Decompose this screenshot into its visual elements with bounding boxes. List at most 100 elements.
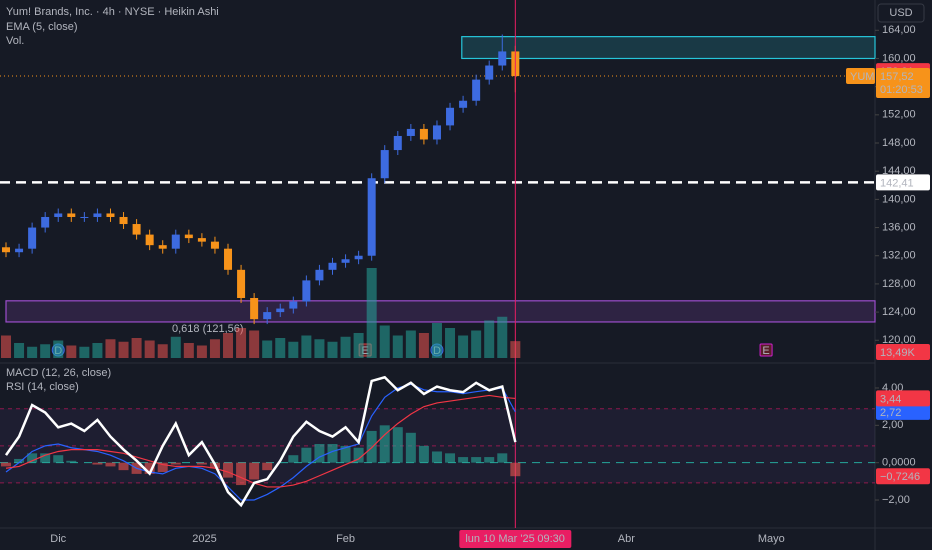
candle-body xyxy=(459,100,468,108)
histogram-bar xyxy=(105,462,116,467)
histogram-bar xyxy=(223,462,234,478)
histogram-bar xyxy=(92,462,103,465)
candle-body xyxy=(41,216,50,228)
candle-body xyxy=(263,312,272,320)
histogram-bar xyxy=(471,457,482,463)
histogram-bar xyxy=(196,462,207,465)
histogram-bar xyxy=(66,460,77,463)
volume-bar xyxy=(262,340,273,358)
histogram-bar xyxy=(445,453,456,463)
currency[interactable]: USD xyxy=(889,7,912,19)
candle-body xyxy=(171,234,180,249)
level-price-bg xyxy=(876,174,930,191)
candle-body xyxy=(15,248,24,253)
x-tick-label: 2025 xyxy=(192,533,216,545)
currency-box[interactable] xyxy=(877,3,925,23)
indicator-label: MACD (12, 26, close) xyxy=(6,367,111,379)
event-label: E xyxy=(762,345,769,357)
candle-body xyxy=(419,128,428,140)
candle-body xyxy=(80,216,89,218)
volume-bar xyxy=(170,336,181,358)
candle-body xyxy=(485,65,494,80)
candle-body xyxy=(432,125,441,140)
histogram-bar xyxy=(144,462,155,474)
y-tick-label: 124,00 xyxy=(882,306,916,318)
indicator-label: EMA (5, close) xyxy=(6,21,78,33)
series-line xyxy=(4,375,517,508)
level-price: 142,41 xyxy=(880,177,914,189)
histogram-bar xyxy=(236,462,247,486)
volume-bar xyxy=(53,340,64,358)
histogram-bar xyxy=(53,455,64,463)
volume-bar xyxy=(66,345,77,358)
candle-body xyxy=(106,213,115,217)
candle-body xyxy=(224,248,233,270)
volume-bar xyxy=(353,333,364,358)
volume-bar xyxy=(445,328,456,358)
x-tick-label: Dic xyxy=(50,533,66,545)
candle-body xyxy=(184,234,193,239)
volume-bar xyxy=(92,343,103,358)
y-tick-label: 136,00 xyxy=(882,221,916,233)
candle-body xyxy=(210,241,219,249)
volume-bar xyxy=(14,343,25,358)
volume-bar xyxy=(183,343,194,358)
volume-bar xyxy=(118,341,129,358)
x-tick-label: Abr xyxy=(618,533,635,545)
candle-body xyxy=(54,213,63,217)
volume-bar xyxy=(79,346,90,358)
volume-bar xyxy=(288,341,299,358)
candle-body xyxy=(276,308,285,313)
y-tick-label: 120,00 xyxy=(882,334,916,346)
series-line xyxy=(5,394,516,488)
histogram-bar xyxy=(170,462,181,465)
y-tick-label: 2,00 xyxy=(882,419,903,431)
volume-bar xyxy=(431,323,442,358)
candle-body xyxy=(498,51,507,66)
zone xyxy=(461,36,876,60)
volume-bar xyxy=(405,330,416,358)
histogram-bar xyxy=(497,453,508,463)
volume-bar xyxy=(196,345,207,358)
last-price-bg xyxy=(876,67,930,98)
zone xyxy=(5,300,876,323)
histogram-bar xyxy=(418,445,429,463)
histogram-last: −0,7246 xyxy=(880,471,920,483)
y-tick-label: 160,00 xyxy=(882,52,916,64)
histogram-bar xyxy=(249,462,260,480)
candle-body xyxy=(250,298,259,320)
indicator-label: Vol. xyxy=(6,35,24,47)
volume-bar xyxy=(105,339,116,358)
y-tick-label: 140,00 xyxy=(882,193,916,205)
y-tick-label: 128,00 xyxy=(882,278,916,290)
candle-body xyxy=(341,259,350,263)
histogram-bar xyxy=(392,427,403,463)
candle-body xyxy=(393,135,402,151)
histogram-bar xyxy=(484,457,495,463)
histogram-bar xyxy=(340,445,351,463)
series-last: 3,44 xyxy=(880,393,901,405)
histogram-bar xyxy=(458,457,469,463)
volume-bar xyxy=(327,341,338,358)
y-tick-label: 148,00 xyxy=(882,137,916,149)
histogram-bar xyxy=(262,462,273,471)
volume-bar xyxy=(223,333,234,358)
candle-body xyxy=(380,150,389,179)
symbol: YUM xyxy=(850,71,874,83)
histogram-bar xyxy=(27,453,38,463)
histogram-bar xyxy=(379,425,390,463)
candle-body xyxy=(446,107,455,126)
series-last: 2,72 xyxy=(880,407,901,419)
y-tick-label: 132,00 xyxy=(882,250,916,262)
fib-label: 0,618 (121,56) xyxy=(172,323,244,335)
volume-bar xyxy=(301,335,312,358)
histogram-bar xyxy=(301,447,312,463)
volume-bar xyxy=(418,333,429,358)
candle-body xyxy=(28,227,37,249)
y-tick-label: 0,0000 xyxy=(882,457,916,469)
y-tick-label: 164,00 xyxy=(882,24,916,36)
crosshair-time: 09:30 xyxy=(537,533,565,545)
volume-bar xyxy=(27,346,38,358)
y-tick-label: −2,00 xyxy=(882,494,910,506)
